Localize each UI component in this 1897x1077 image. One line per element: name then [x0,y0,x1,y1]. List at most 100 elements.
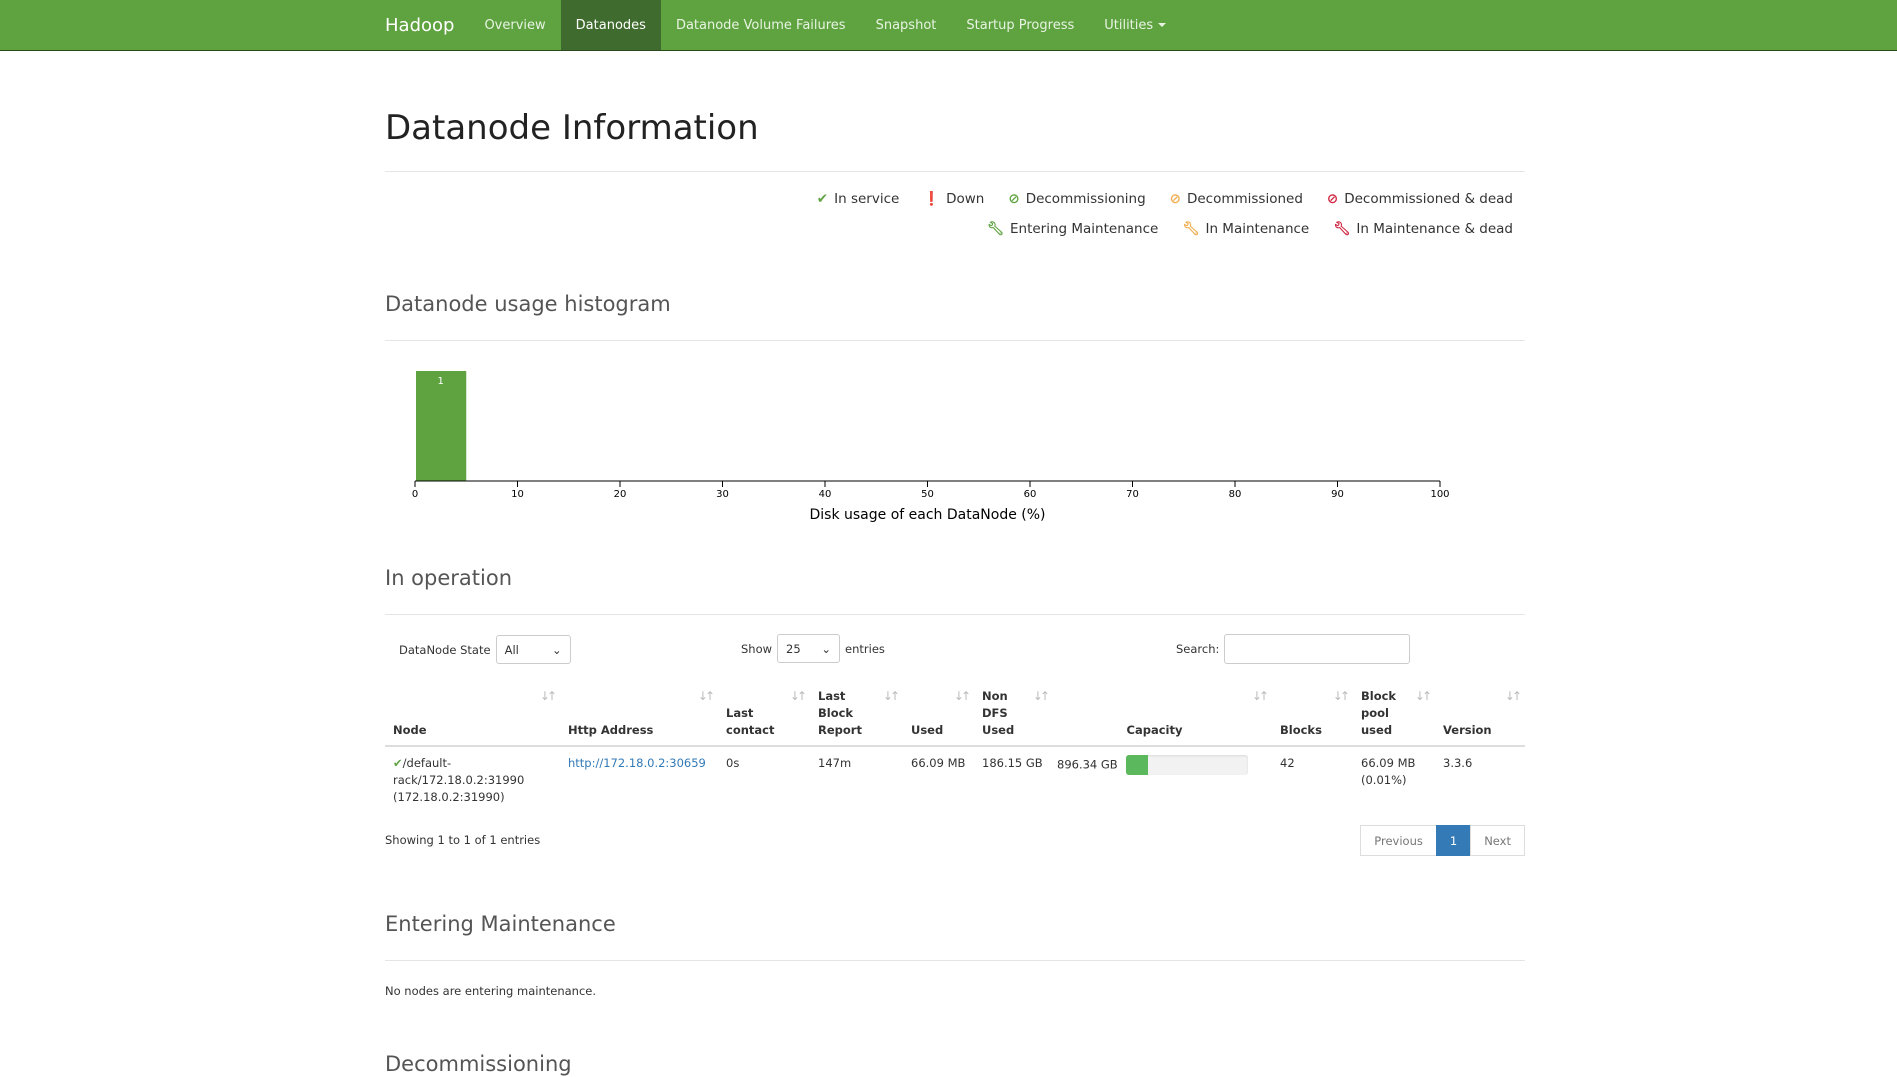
nav-volume-failures[interactable]: Datanode Volume Failures [675,17,846,33]
column-header-label: Block [818,706,854,720]
capacity-value: 896.34 GB [1057,757,1118,772]
top-navbar: Hadoop Overview Datanodes Datanode Volum… [0,0,1897,51]
x-tick-label: 100 [1430,489,1449,500]
column-header[interactable]: Version ↓↑ [1435,680,1525,747]
x-tick-label: 0 [412,489,418,500]
exclamation-circle-icon: ❗ [923,191,941,207]
x-tick-label: 30 [716,489,729,500]
column-header[interactable]: Non DFS Used ↓↑ [974,680,1053,747]
column-header[interactable]: Last contact ↓↑ [718,680,810,747]
column-header[interactable]: Blocks ↓↑ [1272,680,1353,747]
search-box: Search: [1176,634,1411,664]
block-pool-used: 66.09 MB (0.01%) [1361,756,1416,787]
nav-overview[interactable]: Overview [484,17,546,33]
entries-label: entries [845,641,885,656]
sort-icon[interactable]: ↓↑ [697,689,715,703]
ban-icon: ⊘ [1326,191,1339,207]
column-header-label: Last [818,689,846,703]
column-header-label: contact [726,723,775,737]
column-header[interactable]: Block pool used ↓↑ [1353,680,1435,747]
x-tick-label: 40 [819,489,832,500]
legend-row-2: 🔧︎ Entering Maintenance 🔧︎ In Maintenance … [987,221,1513,237]
legend-label: Decommissioning [1025,191,1146,207]
x-tick-label: 80 [1229,489,1242,500]
nav-datanodes[interactable]: Datanodes [560,0,661,50]
http-address-link[interactable]: http://172.18.0.2:30659 [568,756,706,770]
legend-label: Decommissioned [1186,191,1303,207]
sort-icon[interactable]: ↓↑ [953,689,971,703]
used: 66.09 MB [911,756,966,770]
capacity-progress-bar [1125,755,1248,775]
non-dfs-used: 186.15 GB [982,756,1043,770]
legend-entering-maintenance: 🔧︎ Entering Maintenance [987,221,1158,237]
legend-in-maintenance-dead: 🔧︎ In Maintenance & dead [1333,221,1513,237]
column-header-label: pool [1361,706,1389,720]
node-cell: ✔/default-rack/172.18.0.2:31990 (172.18.… [385,746,560,814]
legend-decommissioning: ⊘ Decommissioning [1008,191,1145,207]
sort-icon[interactable]: ↓↑ [1251,689,1269,703]
ban-icon: ⊘ [1008,191,1020,207]
column-header-label: Non [982,689,1008,703]
column-header-label: Capacity [1126,723,1183,737]
capacity-progress-fill [1125,755,1148,775]
column-header-label: Used [982,723,1015,737]
sort-icon[interactable]: ↓↑ [789,689,807,703]
sort-icon[interactable]: ↓↑ [1414,689,1432,703]
last-contact: 0s [726,756,740,770]
legend-label: In service [834,191,900,207]
chevron-down-icon: ⌄ [551,642,562,657]
legend-decommissioned-dead: ⊘ Decommissioned & dead [1327,191,1513,207]
datanodes-table: Node ↓↑ Http Address ↓↑ Last contact ↓↑ Last Blo… [385,680,1525,814]
table-row: ✔/default-rack/172.18.0.2:31990 (172.18.… [385,746,1525,814]
last-block-report: 147m [818,756,852,770]
next-button[interactable]: Next [1470,825,1525,856]
nav-utilities-dropdown[interactable]: Utilities [1089,0,1181,50]
state-select[interactable]: All ⌄ [495,635,571,664]
column-header[interactable]: Http Address ↓↑ [560,680,718,747]
decommissioning-heading: Decommissioning [385,1052,572,1076]
sort-icon[interactable]: ↓↑ [1032,689,1050,703]
pagination: Previous 1 Next [1360,825,1525,856]
sort-icon[interactable]: ↓↑ [882,689,900,703]
divider [385,614,1525,615]
brand-link[interactable]: Hadoop [385,14,455,36]
sort-icon[interactable]: ↓↑ [1504,689,1522,703]
nav-startup-progress[interactable]: Startup Progress [966,17,1075,33]
sort-icon[interactable]: ↓↑ [539,689,557,703]
legend-label: Entering Maintenance [1009,221,1159,237]
state-label: DataNode State [399,642,491,657]
table-info: Showing 1 to 1 of 1 entries [385,833,541,847]
legend-decommissioned: ⊘ Decommissioned [1170,191,1303,207]
column-header-label: Last [726,706,754,720]
column-header[interactable]: Used ↓↑ [903,680,974,747]
legend-label: Down [946,191,985,207]
legend-label: In Maintenance [1205,221,1310,237]
column-header-label: DFS [982,706,1008,720]
x-tick-label: 60 [1024,489,1037,500]
version: 3.3.6 [1443,756,1473,770]
search-input[interactable] [1224,634,1411,664]
check-icon: ✔ [816,191,829,207]
column-header[interactable]: Capacity ↓↑ [1053,680,1272,747]
legend-in-service: ✔ In service [817,191,900,207]
wrench-icon: 🔧︎ [1182,221,1200,237]
previous-button[interactable]: Previous [1360,825,1437,856]
x-tick-label: 10 [511,489,524,500]
sort-icon[interactable]: ↓↑ [1332,689,1350,703]
nav-snapshot[interactable]: Snapshot [875,17,937,33]
check-icon: ✔ [393,756,403,770]
search-label: Search: [1176,642,1220,656]
page-1-button[interactable]: 1 [1435,825,1472,856]
page-length-select[interactable]: 25 ⌄ [777,634,841,663]
column-header[interactable]: Node ↓↑ [385,680,560,747]
column-header-label: Report [818,723,862,737]
histogram-bar [416,371,467,481]
column-header[interactable]: Last Block Report ↓↑ [810,680,903,747]
legend-row-1: ✔ In service ❗ Down ⊘ Decommissioning ⊘ Deco… [817,191,1513,207]
show-label: Show [741,641,773,656]
x-axis-label: Disk usage of each DataNode (%) [809,507,1045,523]
capacity-cell: 896.34 GB [1053,746,1272,814]
entering-maintenance-heading: Entering Maintenance [385,912,616,936]
page-title: Datanode Information [385,108,759,148]
